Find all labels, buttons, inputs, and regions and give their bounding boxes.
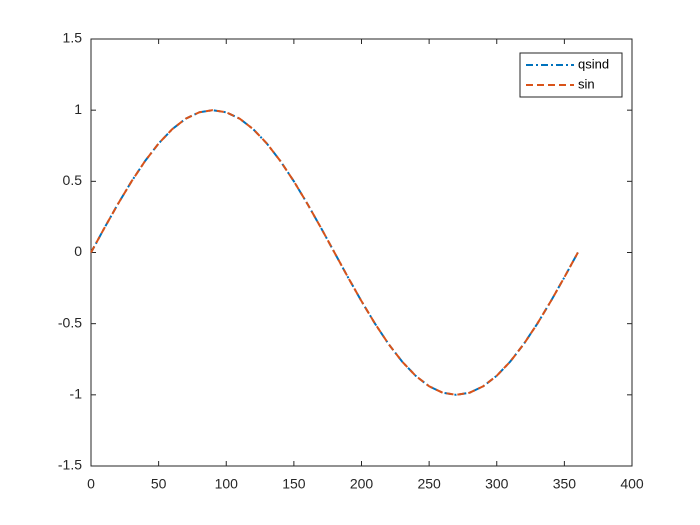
legend-box [519,52,623,98]
x-tick-label: 200 [350,476,374,492]
y-tick-label: -1.5 [58,457,82,473]
x-tick-label: 100 [215,476,239,492]
y-tick-label: -0.5 [58,314,82,330]
y-tick-label: 1.5 [63,30,83,46]
legend: qsind sin [519,52,623,98]
x-tick-label: 400 [620,476,644,492]
y-tick-label: -1 [70,386,83,402]
y-tick-label: 0 [74,243,82,259]
y-tick-label: 1 [74,101,82,117]
x-tick-label: 300 [485,476,509,492]
y-tick-label: 0.5 [63,172,83,188]
legend-label: sin [578,76,595,91]
x-tick-label: 150 [282,476,306,492]
legend-label: qsind [578,56,609,71]
x-tick-label: 50 [151,476,167,492]
x-tick-label: 250 [417,476,441,492]
x-tick-label: 350 [553,476,577,492]
x-tick-label: 0 [87,476,95,492]
series-line [90,109,579,396]
